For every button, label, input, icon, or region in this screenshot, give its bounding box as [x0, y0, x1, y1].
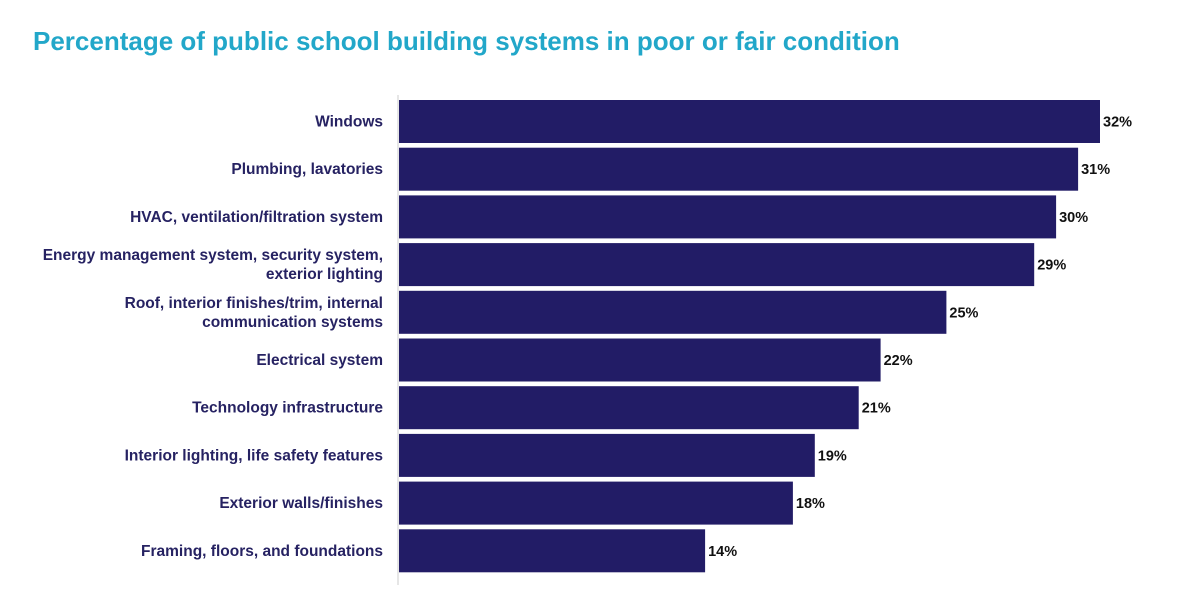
value-label: 32%	[1103, 115, 1132, 131]
value-label: 29%	[1037, 258, 1066, 274]
bar	[399, 290, 947, 334]
bar	[399, 529, 706, 573]
category-label: Exterior walls/finishes	[219, 495, 383, 512]
category-label: Windows	[315, 114, 383, 131]
value-label: 14%	[708, 544, 737, 560]
category-label: Energy management system, security syste…	[43, 247, 383, 283]
value-label: 30%	[1059, 210, 1088, 226]
bar	[399, 243, 1035, 287]
category-label: Interior lighting, life safety features	[125, 447, 383, 464]
value-label: 21%	[862, 401, 891, 417]
value-label: 25%	[949, 305, 978, 321]
value-label: 22%	[884, 353, 913, 369]
value-label: 18%	[796, 496, 825, 512]
bar	[399, 147, 1079, 191]
bar	[399, 338, 881, 382]
chart-title: Percentage of public school building sys…	[33, 26, 900, 56]
category-label: Plumbing, lavatories	[231, 161, 383, 178]
bar	[399, 195, 1057, 239]
category-label: Roof, interior finishes/trim, internal co…	[125, 295, 383, 331]
bar	[399, 386, 859, 430]
value-label: 31%	[1081, 162, 1110, 178]
category-label: Technology infrastructure	[192, 400, 383, 417]
category-label: Electrical system	[256, 352, 383, 369]
bar	[399, 433, 815, 477]
category-label: HVAC, ventilation/filtration system	[130, 209, 383, 226]
category-label: Framing, floors, and foundations	[141, 543, 383, 560]
value-label: 19%	[818, 448, 847, 464]
bar	[399, 481, 793, 525]
bar	[399, 100, 1100, 143]
